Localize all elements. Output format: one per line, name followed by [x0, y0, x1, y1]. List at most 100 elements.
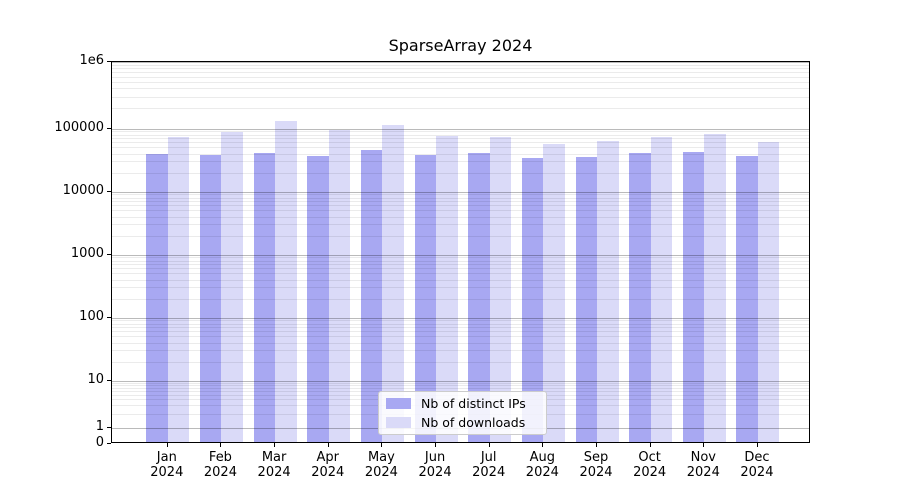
- gridline-minor: [112, 205, 809, 207]
- legend-swatch-downloads: [386, 417, 411, 428]
- gridline-minor: [112, 331, 809, 333]
- bar-downloads: [221, 131, 243, 442]
- gridline-minor: [112, 336, 809, 338]
- legend-label-distinct-ips: Nb of distinct IPs: [421, 396, 526, 411]
- bar-distinct-ips: [468, 153, 490, 442]
- x-tick-label: Mar 2024: [257, 450, 291, 480]
- bar-downloads: [489, 137, 512, 442]
- bar-distinct-ips: [253, 152, 276, 442]
- y-tick-mark: [107, 427, 111, 428]
- bar-downloads: [543, 143, 565, 442]
- x-tick-mark: [542, 443, 544, 447]
- bar-downloads: [328, 130, 351, 442]
- bar-downloads: [704, 134, 726, 442]
- legend-label-downloads: Nb of downloads: [421, 415, 526, 430]
- legend-item-downloads: Nb of downloads: [386, 415, 546, 430]
- y-tick-label: 100: [79, 308, 104, 324]
- gridline-minor: [112, 342, 809, 344]
- gridline-minor: [112, 257, 809, 259]
- gridline-minor: [112, 197, 809, 199]
- x-tick-label: Jul 2024: [472, 450, 506, 480]
- gridline-minor: [112, 260, 809, 262]
- gridline-minor: [112, 268, 809, 270]
- gridline-minor: [112, 108, 809, 110]
- gridline-minor: [112, 287, 809, 289]
- gridline-minor: [112, 327, 809, 329]
- bar-distinct-ips: [629, 153, 651, 442]
- gridline-minor: [112, 273, 809, 275]
- y-tick-mark: [107, 127, 111, 129]
- y-tick-label: 100000: [54, 119, 104, 135]
- plot-area: [111, 61, 810, 443]
- bar-distinct-ips: [521, 158, 544, 442]
- gridline-minor: [112, 264, 809, 266]
- x-tick-mark: [435, 443, 437, 447]
- x-tick-label: May 2024: [364, 450, 398, 480]
- bar-downloads: [597, 140, 619, 442]
- gridline-minor: [112, 216, 809, 218]
- gridline-minor: [112, 147, 809, 149]
- x-tick-mark: [220, 443, 222, 447]
- x-tick-mark: [381, 443, 383, 447]
- gridline-minor: [112, 138, 809, 140]
- gridline-minor: [112, 82, 809, 84]
- gridline-major: [112, 191, 809, 193]
- bar-downloads: [650, 137, 673, 442]
- gridline-minor: [112, 65, 809, 67]
- legend-swatch-distinct-ips: [386, 398, 411, 409]
- bar-distinct-ips: [307, 155, 329, 442]
- y-tick-mark: [107, 316, 111, 318]
- bar-distinct-ips: [736, 156, 758, 442]
- x-tick-label: Nov 2024: [686, 450, 720, 480]
- x-tick-mark: [649, 443, 651, 447]
- gridline-major: [112, 254, 809, 256]
- y-tick-mark: [107, 61, 111, 62]
- bar-distinct-ips: [199, 154, 222, 442]
- gridline-minor: [112, 323, 809, 325]
- gridline-minor: [112, 194, 809, 196]
- gridline-minor: [112, 142, 809, 144]
- gridline-minor: [112, 88, 809, 90]
- y-tick-mark: [107, 190, 111, 192]
- bar-downloads: [436, 135, 458, 442]
- gridline-major: [112, 317, 809, 319]
- y-tick-label: 10: [87, 371, 104, 387]
- gridline-minor: [112, 76, 809, 78]
- x-tick-mark: [756, 443, 758, 447]
- x-tick-mark: [703, 443, 705, 447]
- x-tick-label: Dec 2024: [740, 450, 774, 480]
- bar-distinct-ips: [414, 154, 437, 442]
- y-tick-label: 10000: [62, 182, 104, 198]
- y-tick-mark: [107, 253, 111, 255]
- gridline-minor: [112, 134, 809, 136]
- x-tick-label: Oct 2024: [633, 450, 667, 480]
- bar-downloads: [167, 136, 190, 442]
- y-tick-mark: [107, 443, 111, 444]
- bar-downloads: [757, 141, 780, 442]
- legend-item-distinct-ips: Nb of distinct IPs: [386, 396, 546, 411]
- bar-distinct-ips: [146, 154, 168, 442]
- gridline-minor: [112, 161, 809, 163]
- y-tick-label: 1000: [70, 245, 104, 261]
- legend: Nb of distinct IPs Nb of downloads: [378, 391, 547, 435]
- gridline-major: [112, 62, 809, 63]
- y-tick-label: 1e6: [79, 53, 104, 68]
- x-tick-mark: [327, 443, 329, 447]
- y-tick-mark: [107, 379, 111, 381]
- x-tick-label: Sep 2024: [579, 450, 613, 480]
- y-tick-label: 1: [95, 419, 104, 434]
- x-tick-label: Apr 2024: [311, 450, 345, 480]
- gridline-minor: [112, 131, 809, 133]
- gridline-minor: [112, 235, 809, 237]
- y-tick-label: 0: [95, 435, 104, 450]
- x-tick-mark: [488, 443, 490, 447]
- bar-downloads: [382, 125, 404, 442]
- gridline-minor: [112, 201, 809, 203]
- x-tick-mark: [274, 443, 276, 447]
- gridline-minor: [112, 382, 809, 384]
- gridline-major: [112, 128, 809, 130]
- gridline-minor: [112, 68, 809, 70]
- gridline-minor: [112, 298, 809, 300]
- gridline-minor: [112, 361, 809, 363]
